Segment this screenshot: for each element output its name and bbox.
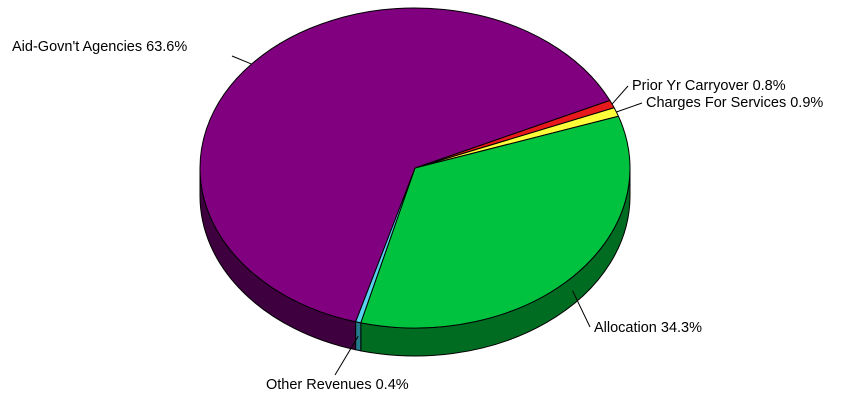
leader-lines — [231, 55, 643, 376]
slice-side-other-revenues — [355, 321, 362, 352]
leader-line-charges-for-services — [616, 102, 643, 113]
slice-label-charges-for-services: Charges For Services 0.9% — [646, 95, 823, 111]
slice-label-allocation: Allocation 34.3% — [594, 320, 702, 336]
leader-line-other-revenues — [334, 336, 359, 376]
pie-top-layer — [199, 7, 631, 329]
slice-aid-govn-t-agencies — [199, 7, 611, 323]
slice-label-other-revenues: Other Revenues 0.4% — [266, 377, 409, 393]
leader-line-prior-yr-carryover — [611, 85, 629, 105]
slice-allocation — [360, 115, 631, 329]
slice-label-prior-yr-carryover: Prior Yr Carryover 0.8% — [632, 78, 786, 94]
slice-label-aid-govn-t-agencies: Aid-Govn't Agencies 63.6% — [12, 39, 187, 55]
leader-line-allocation — [572, 290, 591, 328]
slice-labels: Prior Yr Carryover 0.8%Charges For Servi… — [12, 39, 823, 393]
leader-line-aid-govn-t-agencies — [231, 55, 252, 65]
